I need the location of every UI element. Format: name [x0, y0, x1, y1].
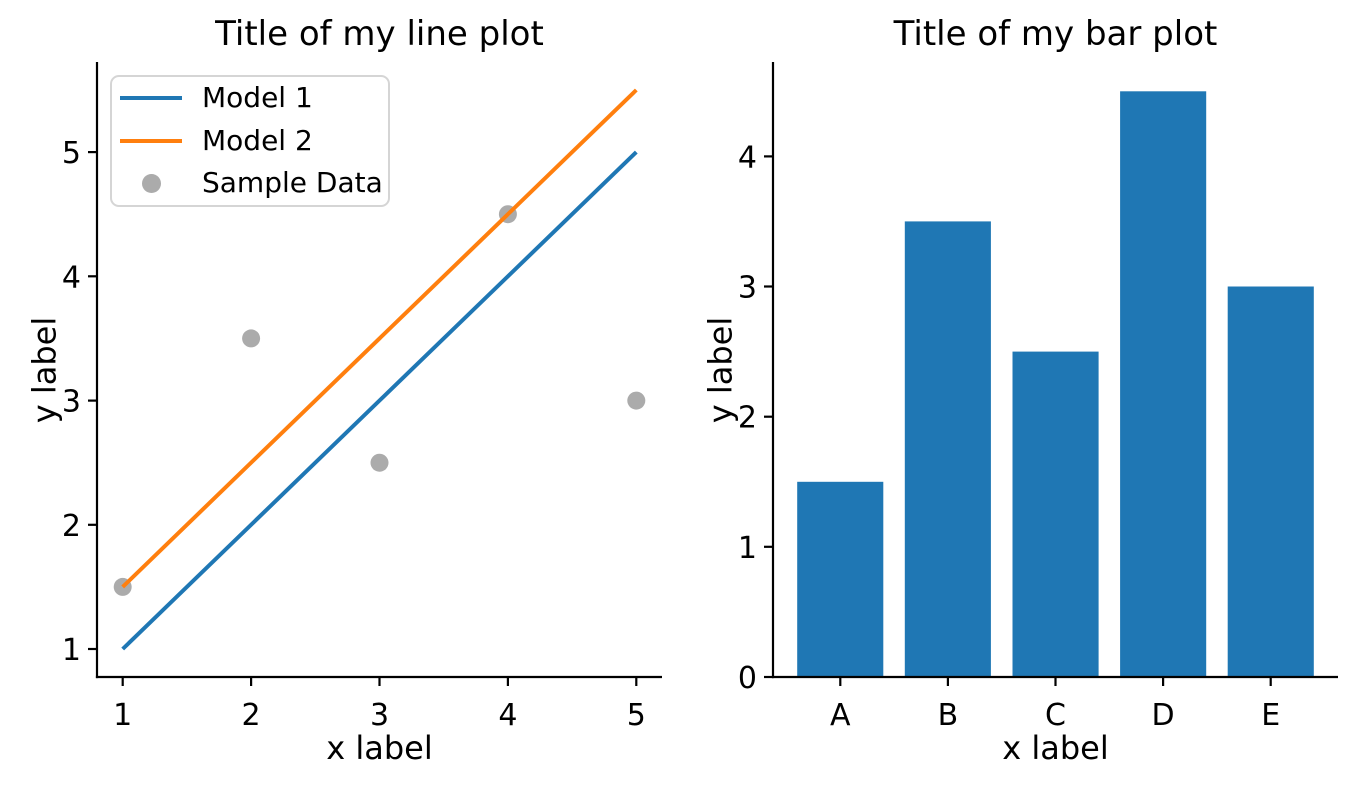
x-tick-label: C: [1045, 698, 1066, 733]
model-1-line-swatch: [120, 96, 182, 101]
legend-box: Model 1 Model 2 Sample Data: [110, 75, 390, 207]
y-tick-label: 3: [738, 271, 757, 306]
legend-swatch-column: [120, 138, 182, 143]
y-tick-label: 5: [62, 136, 81, 171]
x-tick-label: E: [1261, 698, 1280, 733]
bar-B: [904, 221, 991, 677]
y-tick-label: 1: [62, 633, 81, 668]
y-tick-label: 1: [738, 531, 757, 566]
x-tick-label: 3: [370, 698, 389, 733]
bar-plot-ylabel: y label: [701, 316, 740, 424]
model-2-line-swatch: [120, 138, 182, 143]
model-2-line: [121, 88, 638, 589]
legend-swatch-column: [120, 96, 182, 101]
x-tick-label: 1: [113, 698, 132, 733]
sample-data-point: [627, 391, 646, 410]
line-plot-title: Title of my line plot: [215, 14, 544, 54]
y-tick-label: 2: [62, 509, 81, 544]
model-1-line: [121, 150, 638, 651]
y-tick-label: 2: [738, 401, 757, 436]
legend-label-model-1: Model 1: [202, 80, 313, 114]
x-tick-label: B: [938, 698, 959, 733]
legend-item-sample-data: Sample Data: [120, 166, 388, 200]
x-tick-label: 4: [498, 698, 517, 733]
x-tick-label: D: [1152, 698, 1175, 733]
y-tick-label: 4: [62, 260, 81, 295]
legend-label-sample-data: Sample Data: [202, 166, 383, 200]
bar-A: [797, 481, 884, 677]
bar-E: [1227, 286, 1314, 677]
sample-data-point: [370, 453, 389, 472]
x-tick-label: 5: [627, 698, 646, 733]
line-plot-xlabel: x label: [326, 729, 433, 767]
legend-item-model-2: Model 2: [120, 123, 388, 157]
bar-C: [1012, 351, 1099, 677]
y-tick-label: 3: [62, 385, 81, 420]
legend-swatch-column: [120, 174, 182, 194]
sample-data-point: [242, 329, 261, 348]
legend-item-model-1: Model 1: [120, 80, 388, 114]
bar-plot-xlabel: x label: [1002, 729, 1109, 767]
sample-data-marker-swatch: [141, 174, 161, 194]
x-tick-label: 2: [242, 698, 261, 733]
bar-plot-title: Title of my bar plot: [893, 14, 1218, 54]
y-tick-label: 0: [738, 661, 757, 696]
legend-label-model-2: Model 2: [202, 123, 313, 157]
bar-D: [1120, 91, 1207, 678]
y-tick-label: 4: [738, 140, 757, 175]
line-plot-ylabel: y label: [25, 316, 64, 424]
x-tick-label: A: [830, 698, 851, 733]
